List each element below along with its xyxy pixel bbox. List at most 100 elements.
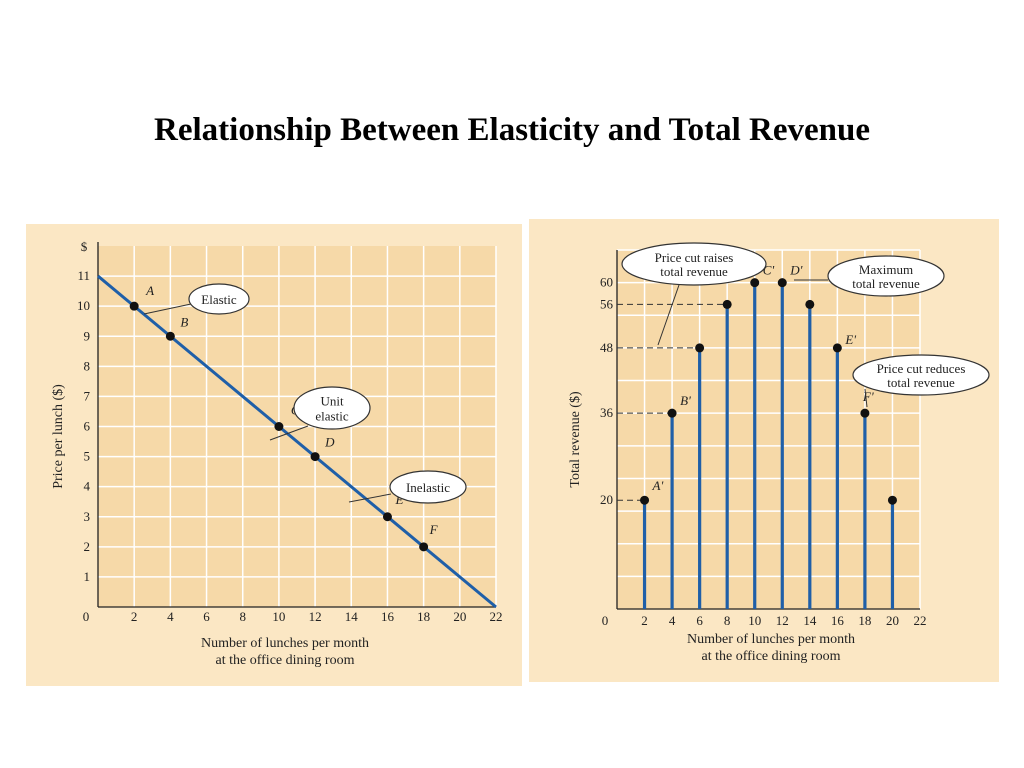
callout-price-cut-reduces-text: Price cut reduces <box>877 361 966 376</box>
x-tick-label: 4 <box>167 609 174 624</box>
revenue-point <box>722 299 732 309</box>
callout-unit-elastic-leader <box>269 425 309 441</box>
x-axis-title: Number of lunches per month <box>201 636 369 651</box>
x-tick-label: 12 <box>776 613 789 628</box>
y-tick-label: 36 <box>600 405 614 420</box>
x-tick-label: 14 <box>803 613 817 628</box>
callout-elastic-text: Elastic <box>201 292 237 307</box>
x-tick-label: 20 <box>886 613 899 628</box>
x-tick-label: 16 <box>381 609 395 624</box>
demand-line <box>97 274 497 609</box>
y-tick-label: 56 <box>600 296 614 311</box>
x-tick-label: 0 <box>602 613 609 628</box>
revenue-point <box>695 343 705 353</box>
callout-price-cut-raises-text: Price cut raises <box>655 250 734 265</box>
point-a <box>129 301 139 311</box>
revenue-point <box>832 343 842 353</box>
x-axis-title: at the office dining room <box>702 649 841 664</box>
y-axis-title: Price per lunch ($) <box>51 384 66 489</box>
y-unit-label: $ <box>81 239 88 254</box>
revenue-point-label: D' <box>789 263 802 278</box>
x-axis-title: Number of lunches per month <box>687 632 855 647</box>
point-label-a: A <box>145 283 154 298</box>
x-tick-label: 0 <box>83 609 90 624</box>
point-f <box>419 542 429 552</box>
revenue-point <box>777 278 787 288</box>
x-tick-label: 10 <box>272 609 285 624</box>
x-tick-label: 12 <box>309 609 322 624</box>
y-tick-label: 10 <box>77 298 90 313</box>
revenue-point-label: C' <box>763 263 775 278</box>
y-tick-label: 3 <box>84 509 91 524</box>
revenue-point <box>750 278 760 288</box>
x-tick-label: 2 <box>641 613 648 628</box>
demand-curve-panel: $1 2 3 4 5 6 7 8 9 10 11 0 2 4 6 8 10 12 14 16 18 20 22 Number … <box>26 224 522 686</box>
callout-unit-elastic-bubble <box>293 386 371 430</box>
callout-elastic-bubble <box>188 283 250 315</box>
callout-price-cut-reduces-leader <box>864 388 868 408</box>
point-label-e: E <box>394 492 403 507</box>
revenue-point <box>860 408 870 418</box>
callout-maximum-revenue-text: Maximum <box>859 262 913 277</box>
x-tick-label: 10 <box>748 613 761 628</box>
revenue-point <box>805 299 815 309</box>
callout-unit-elastic-text: Unit <box>320 394 344 409</box>
revenue-point-label: B' <box>680 393 691 408</box>
x-tick-label: 22 <box>490 609 503 624</box>
revenue-point <box>887 495 897 505</box>
point-b <box>165 331 175 341</box>
x-tick-label: 8 <box>239 609 246 624</box>
y-tick-label: 9 <box>84 328 91 343</box>
x-tick-label: 16 <box>831 613 845 628</box>
point-e <box>382 512 392 522</box>
callout-maximum-revenue-bubble <box>827 255 945 297</box>
point-c <box>274 422 284 431</box>
y-tick-label: 48 <box>600 340 613 355</box>
callout-elastic-leader <box>143 303 192 315</box>
revenue-point <box>667 408 677 418</box>
callout-price-cut-raises-bubble <box>621 242 767 286</box>
y-tick-label: 5 <box>84 449 91 464</box>
revenue-point <box>640 495 650 505</box>
y-tick-label: 7 <box>84 388 91 403</box>
x-tick-label: 20 <box>453 609 466 624</box>
x-tick-label: 18 <box>858 613 871 628</box>
x-tick-label: 22 <box>914 613 927 628</box>
point-label-f: F <box>429 522 439 537</box>
point-d <box>310 452 320 462</box>
x-tick-label: 6 <box>203 609 210 624</box>
callout-price-cut-raises-leader <box>657 284 680 346</box>
callout-price-cut-reduces-text: total revenue <box>887 375 955 390</box>
point-label-d: D <box>324 435 335 450</box>
y-tick-label: 8 <box>84 358 91 373</box>
y-tick-label: 11 <box>77 268 90 283</box>
y-tick-label: 20 <box>600 492 613 507</box>
total-revenue-chart: 20 36 48 56 60 0 2 4 6 8 10 12 14 16 18 20 22 Number of l… <box>568 242 990 664</box>
x-tick-label: 14 <box>345 609 359 624</box>
revenue-point-label: E' <box>844 332 856 347</box>
x-tick-label: 18 <box>417 609 430 624</box>
x-axis-title: at the office dining room <box>216 653 355 668</box>
callout-price-cut-reduces-bubble <box>852 354 990 396</box>
y-tick-label: 1 <box>84 569 91 584</box>
x-tick-label: 2 <box>131 609 138 624</box>
y-tick-label: 60 <box>600 275 613 290</box>
callout-price-cut-raises-text: total revenue <box>660 264 728 279</box>
y-tick-label: 4 <box>84 479 91 494</box>
callout-inelastic-leader <box>348 493 392 503</box>
callout-maximum-revenue-text: total revenue <box>852 276 920 291</box>
total-revenue-panel: 20 36 48 56 60 0 2 4 6 8 10 12 14 16 18 20 22 Number of l… <box>529 219 999 682</box>
x-tick-label: 4 <box>669 613 676 628</box>
y-tick-label: 2 <box>84 539 91 554</box>
revenue-point-label: F' <box>862 389 874 404</box>
y-tick-label: 6 <box>84 419 91 434</box>
point-label-b: B <box>180 314 188 329</box>
slide-title: Relationship Between Elasticity and Tota… <box>154 112 870 148</box>
callout-inelastic-bubble <box>389 470 467 504</box>
callout-inelastic-text: Inelastic <box>406 480 450 495</box>
callout-unit-elastic-text: elastic <box>315 409 348 424</box>
x-tick-label: 6 <box>696 613 703 628</box>
revenue-point-label: A' <box>652 478 664 493</box>
plot-area <box>617 250 920 609</box>
